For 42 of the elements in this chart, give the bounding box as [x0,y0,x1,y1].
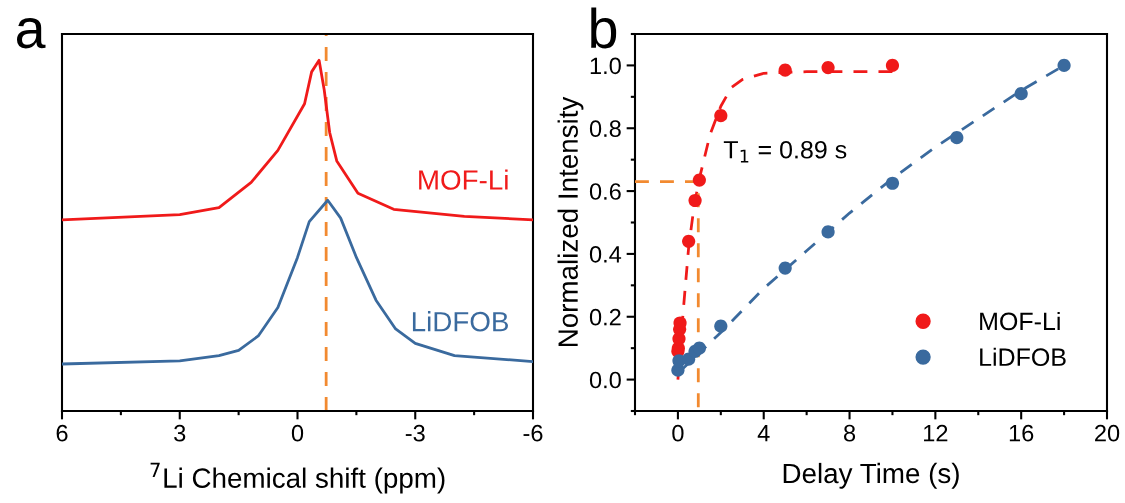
chart-title: b [591,7,617,49]
point [821,61,835,75]
x-tick-label: 12 [924,424,948,442]
point [778,63,792,77]
y-tick-label: 1.0 [590,57,621,75]
point [885,58,900,72]
x-tick-label: 0 [291,424,304,442]
point [692,341,706,355]
series-label: LiDFOB [412,311,508,332]
chart-title: a [16,17,46,49]
legend-label: MOF-Li [980,311,1060,331]
x-axis-title: Delay Time (s) [783,462,959,489]
point [885,176,900,190]
x-tick-label: 8 [844,424,856,442]
point [688,193,702,208]
x-tick-label: 0 [672,424,684,442]
x-tick-label: 16 [1009,424,1034,442]
point [714,109,728,123]
y-axis-title: Normalized Intensity [557,96,584,347]
point [778,261,792,275]
y-tick-label: 0.0 [589,371,621,389]
point [1014,87,1028,101]
x-tick-label: 20 [1095,424,1120,442]
point [1057,58,1071,72]
legend-label: LiDFOB [980,347,1066,367]
x-tick-label: -3 [405,424,425,442]
x-tick-label: 3 [174,424,186,442]
point [692,173,706,187]
x-axis-title: $^{7}$Li Chemical shift (ppm) [150,462,445,494]
y-tick-label: 0.8 [589,120,621,138]
y-tick-label: 0.2 [589,308,621,326]
x-tick-label: 6 [56,424,68,442]
point [714,319,728,333]
x-tick-label: 4 [757,425,770,442]
point [950,131,964,145]
series-label: MOF-Li [419,169,508,190]
point [682,234,696,248]
x-tick-label: -6 [523,424,543,442]
annotation: T$_{1}$ = 0.89 s [723,140,847,163]
y-tick-label: 0.6 [589,183,621,200]
point [821,225,835,239]
y-tick-label: 0.4 [589,245,622,263]
